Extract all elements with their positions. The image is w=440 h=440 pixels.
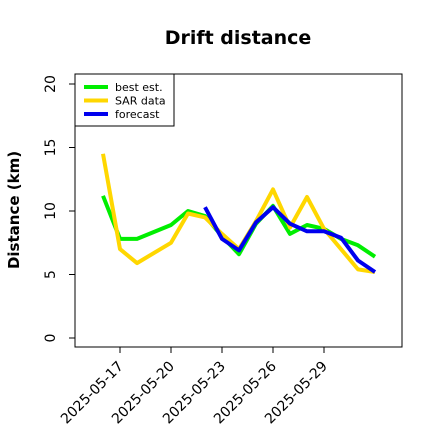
y-tick-label: 0	[43, 334, 59, 343]
legend-label: forecast	[115, 108, 160, 121]
y-tick-label: 5	[43, 270, 59, 279]
y-axis: 0 5 10 15 20	[43, 75, 75, 342]
x-axis: 2025-05-172025-05-202025-05-232025-05-26…	[58, 347, 331, 427]
chart-title: Drift distance	[165, 27, 312, 49]
y-axis-label: Distance (km)	[5, 151, 23, 269]
series-forecast	[203, 205, 377, 274]
y-tick-label: 15	[43, 139, 59, 157]
legend-label: SAR data	[115, 95, 166, 108]
legend-label: best est.	[115, 81, 163, 94]
y-tick-label: 20	[43, 75, 59, 93]
series-layer	[101, 153, 377, 274]
y-tick-label: 10	[43, 202, 59, 220]
